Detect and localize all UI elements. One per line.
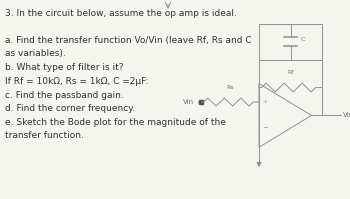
Text: transfer function.: transfer function. bbox=[5, 131, 84, 140]
Text: c. Find the passband gain.: c. Find the passband gain. bbox=[5, 91, 124, 100]
Text: d. Find the corner frequency.: d. Find the corner frequency. bbox=[5, 104, 135, 113]
Text: a. Find the transfer function Vo/Vin (leave Rf, Rs and C: a. Find the transfer function Vo/Vin (le… bbox=[5, 36, 252, 45]
Text: Rs: Rs bbox=[226, 85, 234, 90]
Text: +: + bbox=[262, 99, 268, 103]
Text: If Rf = 10kΩ, Rs = 1kΩ, C =2μF:: If Rf = 10kΩ, Rs = 1kΩ, C =2μF: bbox=[5, 77, 149, 86]
Text: Vin: Vin bbox=[183, 99, 194, 105]
Text: Vo: Vo bbox=[343, 112, 350, 118]
Text: e. Sketch the Bode plot for the magnitude of the: e. Sketch the Bode plot for the magnitud… bbox=[5, 118, 226, 127]
Text: Rf: Rf bbox=[287, 70, 294, 75]
Text: as variables).: as variables). bbox=[5, 49, 66, 58]
Text: −: − bbox=[262, 125, 268, 131]
Text: C: C bbox=[301, 37, 305, 42]
Text: 3. In the circuit below, assume the op amp is ideal.: 3. In the circuit below, assume the op a… bbox=[5, 9, 237, 18]
Text: b. What type of filter is it?: b. What type of filter is it? bbox=[5, 63, 124, 72]
